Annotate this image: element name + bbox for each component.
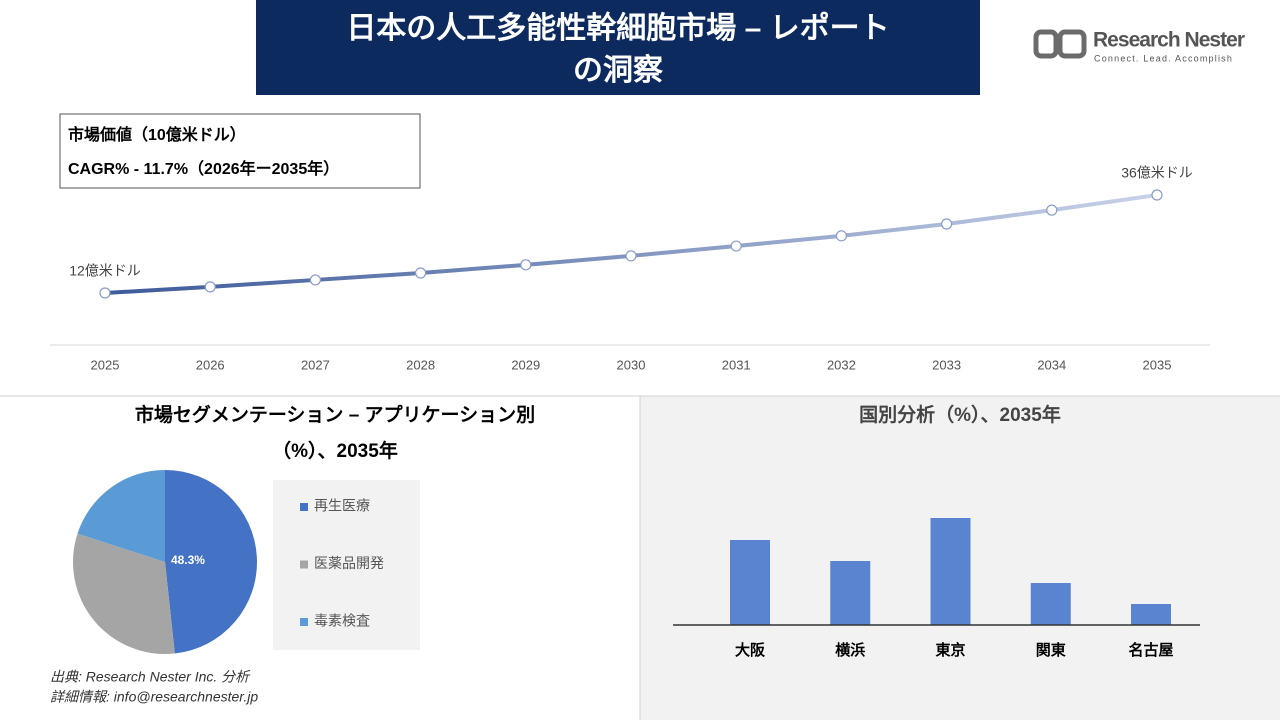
x-tick-label: 横浜 xyxy=(835,641,865,659)
marker xyxy=(309,274,321,286)
x-tick-label: 2034 xyxy=(1037,357,1066,372)
legend-box xyxy=(273,480,420,650)
marker xyxy=(1046,204,1058,216)
legend-label: 毒素検査 xyxy=(314,613,370,629)
logo-icon xyxy=(1033,29,1059,59)
pie-slice xyxy=(72,533,175,654)
legend-swatch xyxy=(300,560,308,569)
source: 詳細情報: info@researchnester.jp xyxy=(50,689,258,705)
marker xyxy=(835,230,848,242)
x-tick-label: 関東 xyxy=(1036,641,1066,659)
logo-name: Research Nester xyxy=(1093,29,1245,52)
x-tick-label: 2033 xyxy=(932,357,961,372)
marker xyxy=(520,259,532,271)
x-tick-label: 2035 xyxy=(1143,357,1172,372)
x-tick-label: 東京 xyxy=(935,641,965,659)
chart-title: （%）、2035年 xyxy=(272,439,398,462)
marker xyxy=(730,240,742,252)
marker xyxy=(1151,189,1163,201)
legend-label: 医薬品開発 xyxy=(314,555,384,571)
logo-icon xyxy=(1057,29,1087,59)
marker xyxy=(625,250,637,262)
title: の洞察 xyxy=(573,53,664,87)
bar xyxy=(1131,604,1171,625)
data-label: 36億米ドル xyxy=(1121,165,1193,181)
legend-label: 再生医療 xyxy=(314,498,370,514)
legend-swatch xyxy=(300,503,308,511)
bar xyxy=(830,561,871,625)
marker xyxy=(940,218,953,230)
data-label: 12億米ドル xyxy=(69,263,141,279)
logo: Research Nester Connect. Lead. Accomplis… xyxy=(1033,29,1245,63)
info-text: CAGR% - 11.7%（2026年ー2035年） xyxy=(68,159,339,178)
x-tick-label: 2030 xyxy=(617,357,646,372)
marker xyxy=(204,281,216,293)
x-tick-label: 2029 xyxy=(511,357,540,372)
title-banner xyxy=(256,0,980,95)
pie-slice xyxy=(165,470,257,654)
x-tick-label: 大阪 xyxy=(735,641,766,659)
bar xyxy=(1030,583,1071,625)
bar xyxy=(930,518,971,625)
chart-title: 市場セグメンテーション – アプリケーション別 xyxy=(135,403,535,426)
x-tick-label: 2027 xyxy=(301,357,330,372)
chart-title: 国別分析（%）、2035年 xyxy=(859,403,1061,426)
x-tick-label: 2026 xyxy=(196,357,225,372)
x-tick-label: 2031 xyxy=(722,357,751,372)
x-tick-label: 名古屋 xyxy=(1128,641,1173,659)
info-text: 市場価値（10億米ドル） xyxy=(68,125,246,144)
source: 出典: Research Nester Inc. 分析 xyxy=(50,669,251,685)
marker xyxy=(415,267,427,279)
x-tick-label: 2025 xyxy=(91,357,120,372)
logo-tagline: Connect. Lead. Accomplish xyxy=(1094,53,1233,63)
data-label: 48.3% xyxy=(171,553,205,567)
x-tick-label: 2028 xyxy=(406,357,435,372)
marker xyxy=(99,287,111,299)
legend-swatch xyxy=(300,618,308,626)
info-box xyxy=(59,113,421,189)
x-tick-label: 2032 xyxy=(827,357,856,372)
bar xyxy=(730,540,770,625)
title: 日本の人工多能性幹細胞市場 – レポート xyxy=(346,11,889,45)
pie-slice xyxy=(77,470,165,562)
line xyxy=(104,193,1158,295)
